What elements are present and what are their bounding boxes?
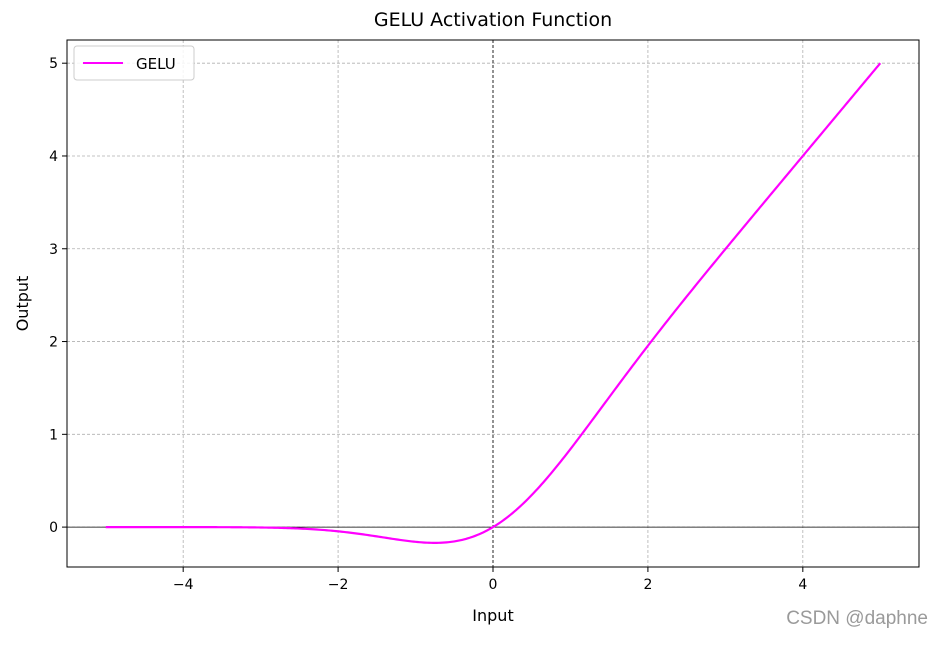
y-tick-label: 2 [49,335,58,351]
y-tick-label: 3 [49,242,58,258]
x-tick-label: 2 [643,577,652,593]
x-axis-label: Input [472,606,513,625]
x-ticks: −4 −2 0 2 4 [173,567,807,593]
legend-label-gelu: GELU [136,55,176,73]
y-tick-label: 5 [49,56,58,72]
series-layer [105,62,882,544]
series-line-gelu [105,62,882,544]
y-tick-label: 0 [49,520,58,536]
y-ticks: 0 1 2 3 4 5 [49,56,67,536]
y-axis-label: Output [13,276,32,332]
x-tick-label: 0 [489,577,498,593]
chart-title: GELU Activation Function [374,9,612,31]
x-tick-label: −2 [328,577,349,593]
y-tick-label: 4 [49,149,58,165]
watermark: CSDN @daphne [786,608,928,629]
legend-box [73,45,195,81]
y-tick-label: 1 [49,427,58,443]
x-tick-label: −4 [173,577,194,593]
zero-lines [67,40,919,567]
legend: GELU [73,45,195,81]
x-tick-label: 4 [798,577,807,593]
